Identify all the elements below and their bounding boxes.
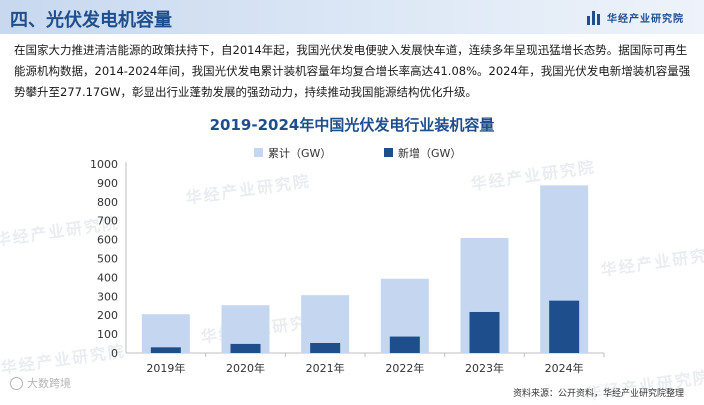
legend-label: 累计（GW）	[268, 147, 331, 160]
x-tick-label: 2019年	[146, 361, 185, 375]
intro-paragraph: 在国家大力推进清洁能源的政策扶持下，自2014年起，我国光伏发电便驶入发展快车道…	[14, 43, 691, 99]
bar-new	[549, 300, 580, 353]
bar-logo-icon	[587, 10, 601, 25]
legend-label: 新增（GW）	[398, 146, 461, 160]
y-tick-label: 100	[97, 328, 118, 341]
chart-title: 2019-2024年中国光伏发电行业装机容量	[210, 116, 495, 134]
brand-name: 华经产业研究院	[607, 14, 684, 25]
bar-new	[230, 343, 261, 353]
x-tick-label: 2024年	[545, 361, 584, 375]
bar-new	[310, 342, 341, 353]
y-tick-label: 200	[97, 309, 118, 322]
y-tick-label: 500	[97, 253, 118, 266]
y-tick-label: 800	[97, 196, 118, 209]
footer-logo-text: 大数跨境	[27, 377, 71, 390]
legend-swatch	[384, 148, 393, 157]
bar-new	[150, 347, 181, 353]
y-tick-label: 600	[97, 234, 118, 247]
brand: 华经产业研究院	[587, 10, 684, 25]
x-tick-label: 2021年	[306, 361, 345, 375]
logo-circle-icon	[10, 376, 23, 390]
y-tick-label: 300	[97, 290, 118, 303]
x-tick-label: 2022年	[385, 361, 424, 375]
y-tick-label: 700	[97, 215, 118, 228]
page-title: 四、光伏发电机容量	[10, 10, 172, 31]
y-tick-label: 1000	[90, 158, 118, 171]
legend-swatch	[254, 148, 263, 157]
y-tick-label: 400	[97, 271, 118, 284]
bar-new	[389, 336, 420, 353]
x-tick-label: 2023年	[465, 361, 504, 375]
x-tick-label: 2020年	[226, 361, 265, 375]
bar-cumulative	[141, 314, 190, 353]
bar-new	[469, 311, 500, 353]
y-tick-label: 900	[97, 177, 118, 190]
footer-logo: 大数跨境	[10, 375, 71, 391]
y-tick-label: 0	[111, 347, 118, 360]
source-note: 资料来源：公开资料，华经产业研究院整理	[512, 389, 684, 399]
header-bar: 四、光伏发电机容量 华经产业研究院	[0, 0, 704, 34]
